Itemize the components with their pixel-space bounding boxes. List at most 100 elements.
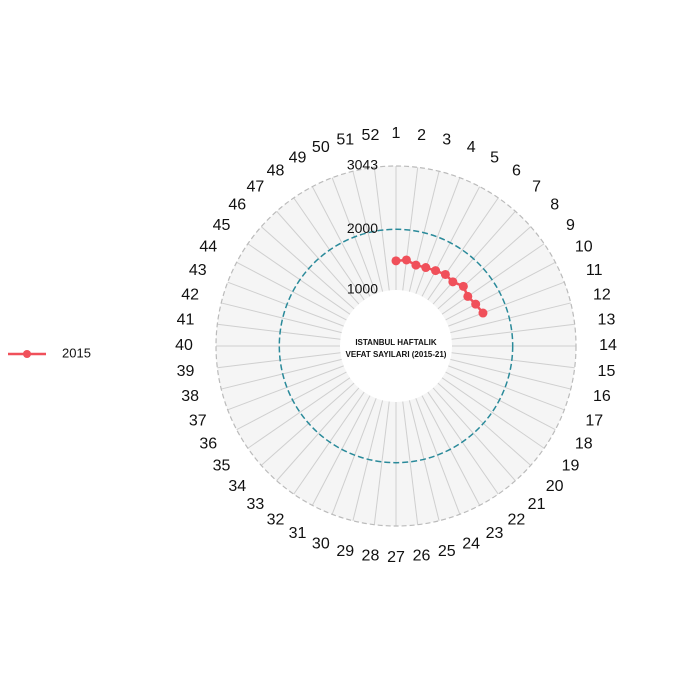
category-label: 33 bbox=[247, 496, 265, 513]
chart-title: ISTANBUL HAFTALIK bbox=[355, 338, 437, 347]
category-label: 43 bbox=[189, 262, 207, 279]
spoke bbox=[352, 400, 384, 521]
category-label: 5 bbox=[490, 150, 499, 167]
spoke bbox=[437, 382, 532, 466]
spoke bbox=[448, 281, 565, 327]
legend-label: 2015 bbox=[62, 345, 91, 360]
spoke bbox=[352, 171, 384, 292]
spoke bbox=[427, 197, 499, 301]
category-label: 32 bbox=[267, 512, 285, 529]
data-point bbox=[401, 255, 411, 265]
spoke bbox=[311, 186, 371, 297]
data-point bbox=[458, 281, 468, 291]
category-label: 48 bbox=[267, 163, 285, 180]
category-label: 35 bbox=[213, 458, 231, 475]
y-tick-label: 3043 bbox=[347, 157, 378, 173]
y-tick-label: 2000 bbox=[347, 220, 378, 236]
spoke bbox=[437, 226, 532, 310]
category-label: 50 bbox=[312, 139, 330, 156]
spoke bbox=[236, 371, 347, 431]
category-label: 23 bbox=[486, 525, 504, 542]
category-label: 47 bbox=[247, 179, 265, 196]
category-label: 30 bbox=[312, 535, 330, 552]
chart-title: VEFAT SAYILARI (2015-21) bbox=[346, 350, 447, 359]
category-label: 45 bbox=[213, 217, 231, 234]
spoke bbox=[260, 382, 355, 466]
category-label: 19 bbox=[562, 458, 580, 475]
spoke bbox=[445, 371, 556, 431]
spoke bbox=[373, 167, 390, 291]
category-label: 29 bbox=[336, 543, 354, 560]
category-label: 52 bbox=[362, 127, 380, 144]
category-label: 9 bbox=[566, 217, 575, 234]
category-label: 22 bbox=[508, 512, 526, 529]
spoke bbox=[445, 261, 556, 321]
inner-hole bbox=[340, 290, 452, 402]
category-label: 46 bbox=[228, 197, 246, 214]
spoke bbox=[408, 171, 440, 292]
category-label: 40 bbox=[175, 337, 193, 354]
category-label: 12 bbox=[593, 286, 611, 303]
spoke bbox=[217, 352, 341, 369]
category-label: 24 bbox=[462, 535, 480, 552]
spoke bbox=[247, 243, 351, 315]
spoke bbox=[421, 395, 481, 506]
data-point bbox=[411, 260, 421, 270]
data-point bbox=[391, 256, 401, 266]
spoke bbox=[260, 226, 355, 310]
category-label: 27 bbox=[387, 549, 405, 566]
spoke bbox=[432, 210, 516, 305]
category-label: 51 bbox=[336, 131, 354, 148]
data-point bbox=[478, 308, 488, 318]
spoke bbox=[293, 197, 365, 301]
spoke bbox=[402, 167, 419, 291]
category-label: 8 bbox=[550, 197, 559, 214]
category-label: 18 bbox=[575, 436, 593, 453]
spoke bbox=[331, 398, 377, 515]
spoke bbox=[293, 391, 365, 495]
category-label: 49 bbox=[289, 150, 307, 167]
category-label: 42 bbox=[181, 286, 199, 303]
spoke bbox=[221, 302, 342, 334]
data-point bbox=[471, 299, 481, 309]
spoke bbox=[441, 377, 545, 449]
category-label: 31 bbox=[289, 525, 307, 542]
category-label: 34 bbox=[228, 478, 246, 495]
category-label: 21 bbox=[528, 496, 546, 513]
spoke bbox=[421, 186, 481, 297]
spoke bbox=[408, 400, 440, 521]
data-point bbox=[431, 266, 441, 276]
category-label: 17 bbox=[585, 412, 603, 429]
category-label: 3 bbox=[442, 131, 451, 148]
category-label: 39 bbox=[177, 363, 195, 380]
category-label: 14 bbox=[599, 337, 617, 354]
spoke bbox=[415, 177, 461, 294]
spoke bbox=[432, 387, 516, 482]
spoke bbox=[402, 401, 419, 525]
spoke bbox=[276, 387, 360, 482]
category-label: 41 bbox=[177, 312, 195, 329]
category-label: 36 bbox=[199, 436, 217, 453]
spoke bbox=[448, 365, 565, 411]
spoke bbox=[450, 302, 571, 334]
category-label: 16 bbox=[593, 388, 611, 405]
data-point bbox=[440, 269, 450, 279]
spoke bbox=[373, 401, 390, 525]
spoke bbox=[276, 210, 360, 305]
spoke bbox=[451, 323, 575, 340]
outer-circle bbox=[215, 165, 577, 527]
category-label: 25 bbox=[438, 543, 456, 560]
category-label: 26 bbox=[413, 548, 431, 565]
spoke bbox=[451, 352, 575, 369]
spoke bbox=[236, 261, 347, 321]
spoke bbox=[415, 398, 461, 515]
category-label: 10 bbox=[575, 239, 593, 256]
spoke bbox=[227, 281, 344, 327]
category-label: 44 bbox=[199, 239, 217, 256]
spoke bbox=[331, 177, 377, 294]
data-point bbox=[448, 277, 458, 287]
category-label: 7 bbox=[532, 179, 541, 196]
category-label: 11 bbox=[586, 262, 603, 279]
category-label: 37 bbox=[189, 412, 207, 429]
